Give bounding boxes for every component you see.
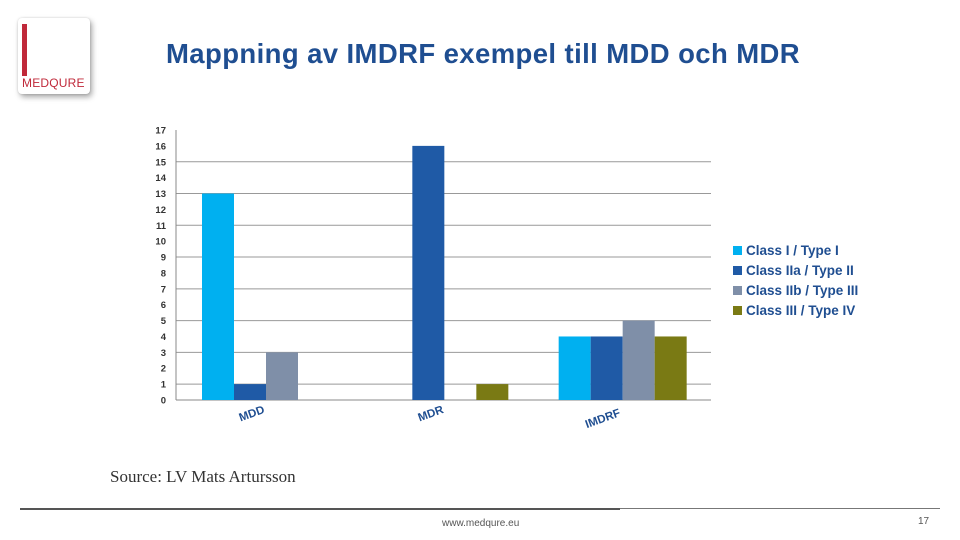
- x-category-label: IMDRF: [584, 407, 622, 431]
- legend-swatch: [733, 246, 742, 256]
- legend-label: Class III / Type IV: [746, 302, 856, 318]
- legend-item: Class IIa / Type II: [733, 261, 858, 281]
- legend-swatch: [733, 285, 742, 295]
- bar: [622, 320, 655, 400]
- page-number: 17: [918, 516, 930, 527]
- footer-url: www.medqure.eu: [442, 518, 520, 529]
- y-tick-label: 9: [161, 253, 166, 264]
- y-tick-label: 4: [161, 332, 167, 343]
- footer-divider-left: [20, 508, 620, 510]
- bar: [476, 384, 509, 400]
- legend-item: Class I / Type I: [733, 241, 858, 261]
- y-tick-label: 6: [161, 300, 166, 311]
- legend-label: Class IIa / Type II: [746, 263, 854, 279]
- y-tick-label: 5: [161, 316, 167, 327]
- y-tick-label: 10: [155, 237, 166, 248]
- y-tick-label: 15: [155, 157, 166, 168]
- legend-swatch: [733, 266, 742, 276]
- bar: [412, 145, 445, 400]
- bar: [234, 384, 266, 400]
- y-tick-label: 0: [161, 396, 166, 407]
- chart-legend: Class I / Type I Class IIa / Type II Class…: [733, 241, 858, 320]
- legend-item: Class IIb / Type III: [733, 281, 858, 301]
- logo-accent-bar: [22, 24, 27, 76]
- source-caption: Source: LV Mats Artursson: [110, 467, 296, 486]
- bar: [202, 193, 234, 400]
- y-tick-label: 2: [161, 364, 166, 375]
- y-tick-label: 1: [161, 380, 167, 391]
- y-tick-label: 13: [155, 189, 166, 200]
- bar: [558, 336, 591, 400]
- legend-label: Class I / Type I: [746, 243, 839, 259]
- footer-divider-right: [620, 508, 940, 509]
- x-category-label: MDR: [417, 404, 446, 424]
- y-tick-label: 3: [161, 348, 166, 359]
- y-tick-label: 11: [156, 221, 167, 232]
- slide-title: Mappning av IMDRF exempel till MDD och M…: [166, 38, 801, 69]
- bar: [266, 352, 298, 400]
- legend-swatch: [733, 305, 742, 315]
- bar: [654, 336, 687, 400]
- medqure-logo: MEDQURE: [18, 18, 90, 94]
- y-tick-label: 7: [161, 284, 166, 295]
- logo-text: MEDQURE: [22, 76, 85, 90]
- y-tick-label: 14: [155, 173, 166, 184]
- legend-item: Class III / Type IV: [733, 300, 858, 320]
- x-category-label: MDD: [238, 404, 267, 424]
- y-tick-label: 16: [155, 141, 166, 152]
- bar: [590, 336, 623, 400]
- y-tick-label: 17: [155, 126, 166, 137]
- legend-label: Class IIb / Type III: [746, 282, 859, 298]
- y-tick-label: 8: [161, 268, 166, 279]
- y-tick-label: 12: [155, 205, 166, 216]
